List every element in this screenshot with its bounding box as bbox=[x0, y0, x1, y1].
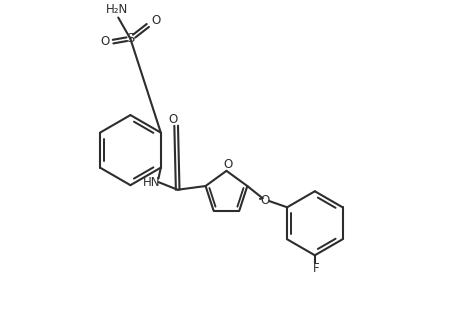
Text: O: O bbox=[223, 158, 232, 171]
Text: H₂N: H₂N bbox=[106, 2, 128, 16]
Text: O: O bbox=[151, 14, 160, 27]
Text: F: F bbox=[313, 262, 319, 275]
Text: O: O bbox=[100, 35, 109, 48]
Text: S: S bbox=[126, 32, 134, 45]
Text: HN: HN bbox=[143, 176, 161, 188]
Text: O: O bbox=[260, 194, 269, 207]
Text: O: O bbox=[168, 113, 177, 126]
